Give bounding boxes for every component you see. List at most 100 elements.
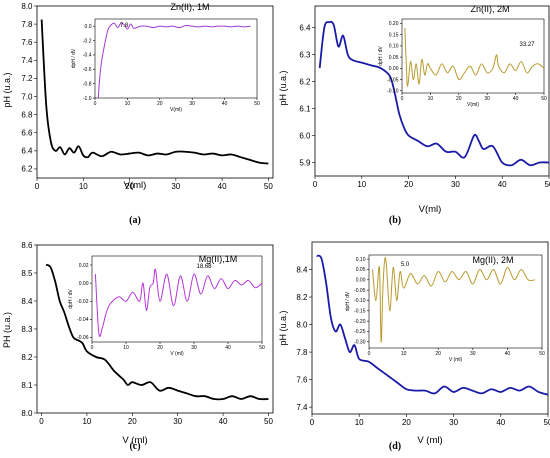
panel-d-ytick-label: 8.4 xyxy=(296,265,308,274)
panel-d-ytick-label: 7.8 xyxy=(296,348,308,357)
panel-c-ytick-label: 8.6 xyxy=(21,241,33,250)
panel-d-inset-xtick-label: 10 xyxy=(401,351,407,357)
panel-d-inset-xtick-label: 40 xyxy=(505,351,511,357)
panel-b-inset-ytick-label: 0.20 xyxy=(389,21,399,27)
panel-a-xtick-label: 0 xyxy=(35,182,40,191)
panel-c-ytick-label: 8.1 xyxy=(21,381,33,390)
panel-d-inset-ytick-label: 0.05 xyxy=(356,267,366,273)
panel-c-xtick-label: 10 xyxy=(82,417,91,426)
panel-c-inset-ytick-label: -0.06 xyxy=(77,335,89,341)
panel-b-inset: 0 10 20 30 40 50 -0.10 -0.05 0.00 0.05 0.10 0.15 0.2… xyxy=(378,18,547,108)
panel-a-inset-frame xyxy=(94,18,258,99)
panel-c-ylabel: PH (u.a.) xyxy=(2,312,12,348)
panel-c-ytick-label: 8.2 xyxy=(21,353,33,362)
panel-a-inset-xtick-label: 10 xyxy=(125,101,131,107)
panel-a-xtick-label: 40 xyxy=(218,182,227,191)
panel-d-inset-xtick-label: 20 xyxy=(435,351,441,357)
panel-b-inset-ytick-label: 0.15 xyxy=(389,32,399,38)
panel-a-ytick-label: 6.6 xyxy=(21,129,33,138)
panel-d-xlabel: V (ml) xyxy=(417,435,442,446)
panel-c-xtick-label: 50 xyxy=(264,417,273,426)
panel-a-ytick-label: 6.8 xyxy=(21,110,33,119)
panel-c-label: (c) xyxy=(129,441,140,452)
panel-b-ytick-label: 6.2 xyxy=(299,77,311,86)
panel-b-inset-xtick-label: 50 xyxy=(541,96,547,102)
panel-d-ytick-label: 8.0 xyxy=(296,320,308,329)
panel-c-inset-xtick-label: 30 xyxy=(191,345,197,351)
panel-d-xtick-label: 30 xyxy=(449,418,458,427)
panel-a-inset-ytick-label: 0.0 xyxy=(85,24,92,30)
panel-d-inset: 0 10 20 30 40 50 -0.30 -0.25 -0.20 -0.15 -0.10 -0.0… xyxy=(345,254,545,363)
panel-a-inset-xtick-label: 50 xyxy=(254,101,260,107)
panel-d-inset-ytick-label: -0.20 xyxy=(354,319,366,325)
panel-a-xlabel: V(ml) xyxy=(124,180,147,191)
panel-c-xtick-label: 20 xyxy=(128,417,137,426)
panel-c: 0 10 20 30 40 50 8.0 8.1 8.2 8.3 8.4 8.5 8.6 0 10 20 30 4… xyxy=(2,241,273,452)
panel-d-series-line xyxy=(316,254,549,396)
panel-a: 0 10 20 30 40 50 6.2 6.4 6.6 6.8 7.0 7.2 7.4 7.6 7.8 8.… xyxy=(2,2,274,226)
panel-a-label: (a) xyxy=(129,215,141,226)
panel-b-xtick-label: 0 xyxy=(313,180,318,189)
panel-b-xlabel: V(ml) xyxy=(419,204,442,215)
panel-b-inset-xtick-label: 20 xyxy=(456,96,462,102)
panel-c-inset-ytick-label: 0.02 xyxy=(79,263,89,269)
panel-b-inset-xtick-label: 0 xyxy=(401,96,404,102)
panel-d-ytick-label: 7.6 xyxy=(296,375,308,384)
panel-a-ytick-label: 6.4 xyxy=(21,147,33,156)
panel-d-inset-ytick-label: 0.10 xyxy=(356,257,366,263)
panel-b-ytick-label: 6.0 xyxy=(299,131,311,140)
panel-d-xtick-label: 50 xyxy=(544,418,550,427)
panel-a-inset-ytick-label: -0.6 xyxy=(83,67,92,73)
panel-d-xtick-label: 20 xyxy=(402,418,411,427)
panel-b-inset-series-line xyxy=(404,27,545,87)
panel-d-ytick-label: 7.4 xyxy=(296,403,308,412)
panel-a-frame xyxy=(36,5,274,179)
panel-d-ytick-label: 8.2 xyxy=(296,293,308,302)
panel-d-inset-annotation: 5.0 xyxy=(401,262,410,268)
panel-a-ytick-label: 7.4 xyxy=(21,56,33,65)
panel-d: 0 10 20 30 40 50 7.4 7.6 7.8 8.0 8.2 8.4 0 10 20 30 40 50… xyxy=(278,241,550,452)
panel-c-ytick-label: 8.5 xyxy=(21,269,33,278)
panel-d-annotation: Mg(II), 2M xyxy=(472,255,513,265)
panel-c-inset-xtick-label: 20 xyxy=(157,345,163,351)
panel-c-ytick-label: 8.4 xyxy=(21,297,33,306)
panel-a-inset-ytick-label: -0.8 xyxy=(83,81,92,87)
panel-b: 0 10 20 30 40 50 5.9 6.0 6.1 6.2 6.3 6.4 0 10 20 30 40 50… xyxy=(278,4,550,226)
panel-c-inset-xtick-label: 40 xyxy=(225,345,231,351)
panel-d-inset-ytick-label: -0.30 xyxy=(354,340,366,346)
panel-b-inset-ylabel: dpH / dV xyxy=(378,46,384,66)
panel-b-inset-xtick-label: 40 xyxy=(513,96,519,102)
panel-a-ytick-label: 8.0 xyxy=(21,2,33,11)
panel-b-xtick-label: 20 xyxy=(404,180,413,189)
panel-c-inset-frame xyxy=(91,255,263,343)
panel-a-inset-ytick-label: -0.2 xyxy=(83,38,92,44)
panel-c-inset-ylabel: dpH / dV xyxy=(68,289,74,309)
panel-c-inset-xtick-label: 50 xyxy=(259,345,265,351)
panel-a-inset-xtick-label: 40 xyxy=(222,101,228,107)
panel-d-inset-ytick-label: -0.15 xyxy=(354,309,366,315)
panel-d-label: (d) xyxy=(389,441,401,452)
panel-d-inset-ytick-label: -0.05 xyxy=(354,288,366,294)
panel-b-xtick-label: 30 xyxy=(451,180,460,189)
panel-d-inset-ytick-label: -0.25 xyxy=(354,329,366,335)
panel-a-inset-annotation: 7.8 xyxy=(120,23,129,29)
panel-b-ylabel: pH (u.a.) xyxy=(278,70,288,105)
panel-d-inset-ytick-label: -0.10 xyxy=(354,298,366,304)
panel-b-inset-xtick-label: 30 xyxy=(484,96,490,102)
panel-c-inset-ytick-label: 0.00 xyxy=(79,281,89,287)
panel-b-series-line xyxy=(318,20,550,167)
panel-c-inset-annotation: 18.68 xyxy=(196,264,212,270)
panel-a-inset-xtick-label: 0 xyxy=(94,101,97,107)
panel-d-inset-xtick-label: 0 xyxy=(368,351,371,357)
panel-a-inset-xtick-label: 30 xyxy=(189,101,195,107)
panel-b-annotation: Zn(II), 2M xyxy=(470,4,509,14)
panel-c-inset: 0 10 20 30 40 50 -0.06 -0.04 -0.02 0.00 0.02 V (ml)… xyxy=(68,255,265,357)
panel-d-xtick-label: 10 xyxy=(355,418,364,427)
panel-c-ytick-label: 8.0 xyxy=(21,409,33,418)
panel-b-inset-ytick-label: 0.05 xyxy=(389,55,399,61)
panel-c-xtick-label: 30 xyxy=(173,417,182,426)
panel-a-ytick-label: 7.0 xyxy=(21,92,33,101)
panel-b-ytick-label: 5.9 xyxy=(299,158,311,167)
panel-d-inset-frame xyxy=(368,254,543,349)
